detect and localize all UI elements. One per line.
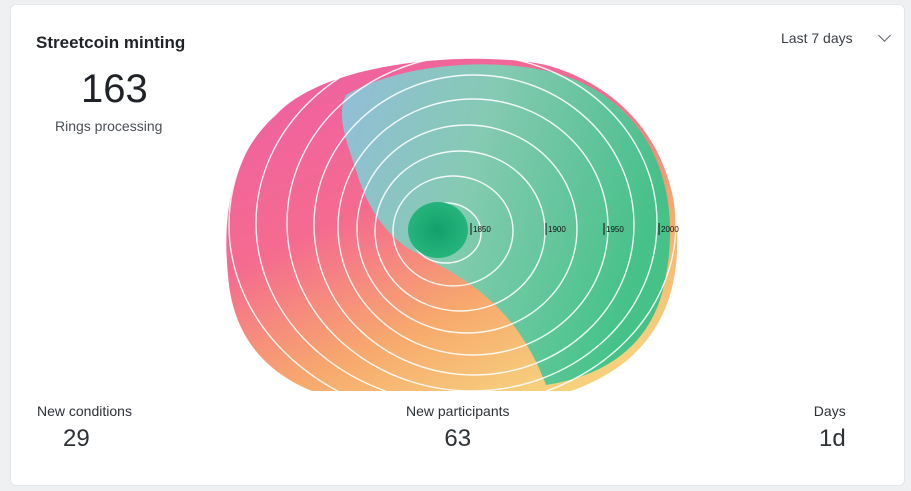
tree-ring-svg: 1850 1900 1950 2000 xyxy=(226,55,686,391)
stat-label: New conditions xyxy=(37,403,132,419)
stat-value: 63 xyxy=(444,425,472,452)
date-range-label: Last 7 days xyxy=(781,30,853,46)
cool-ring-region xyxy=(341,64,671,385)
tree-ring-visualization: 1850 1900 1950 2000 xyxy=(216,55,686,391)
date-range-dropdown[interactable]: Last 7 days xyxy=(781,25,901,51)
stat-new-participants: New participants 63 xyxy=(406,403,510,453)
stat-label: Days xyxy=(813,403,846,419)
stat-days: Days 1d xyxy=(809,403,846,453)
year-marker-1850: 1850 xyxy=(473,225,491,234)
rings-processing-value: 163 xyxy=(81,67,148,111)
year-marker-2000: 2000 xyxy=(661,225,679,234)
stat-value: 1d xyxy=(819,425,846,452)
stat-value: 29 xyxy=(63,425,90,452)
card-title: Streetcoin minting xyxy=(36,33,186,52)
year-marker-1950: 1950 xyxy=(606,225,624,234)
ring-core xyxy=(408,202,468,258)
year-marker-1900: 1900 xyxy=(548,225,566,234)
chevron-down-icon[interactable] xyxy=(878,29,891,42)
streetcoin-card: Streetcoin minting 163 Rings processing … xyxy=(10,4,905,486)
rings-processing-label: Rings processing xyxy=(55,118,163,134)
stat-new-conditions: New conditions 29 xyxy=(37,403,132,453)
stat-label: New participants xyxy=(406,403,510,419)
year-marker-group: 1850 1900 1950 2000 xyxy=(470,223,679,235)
